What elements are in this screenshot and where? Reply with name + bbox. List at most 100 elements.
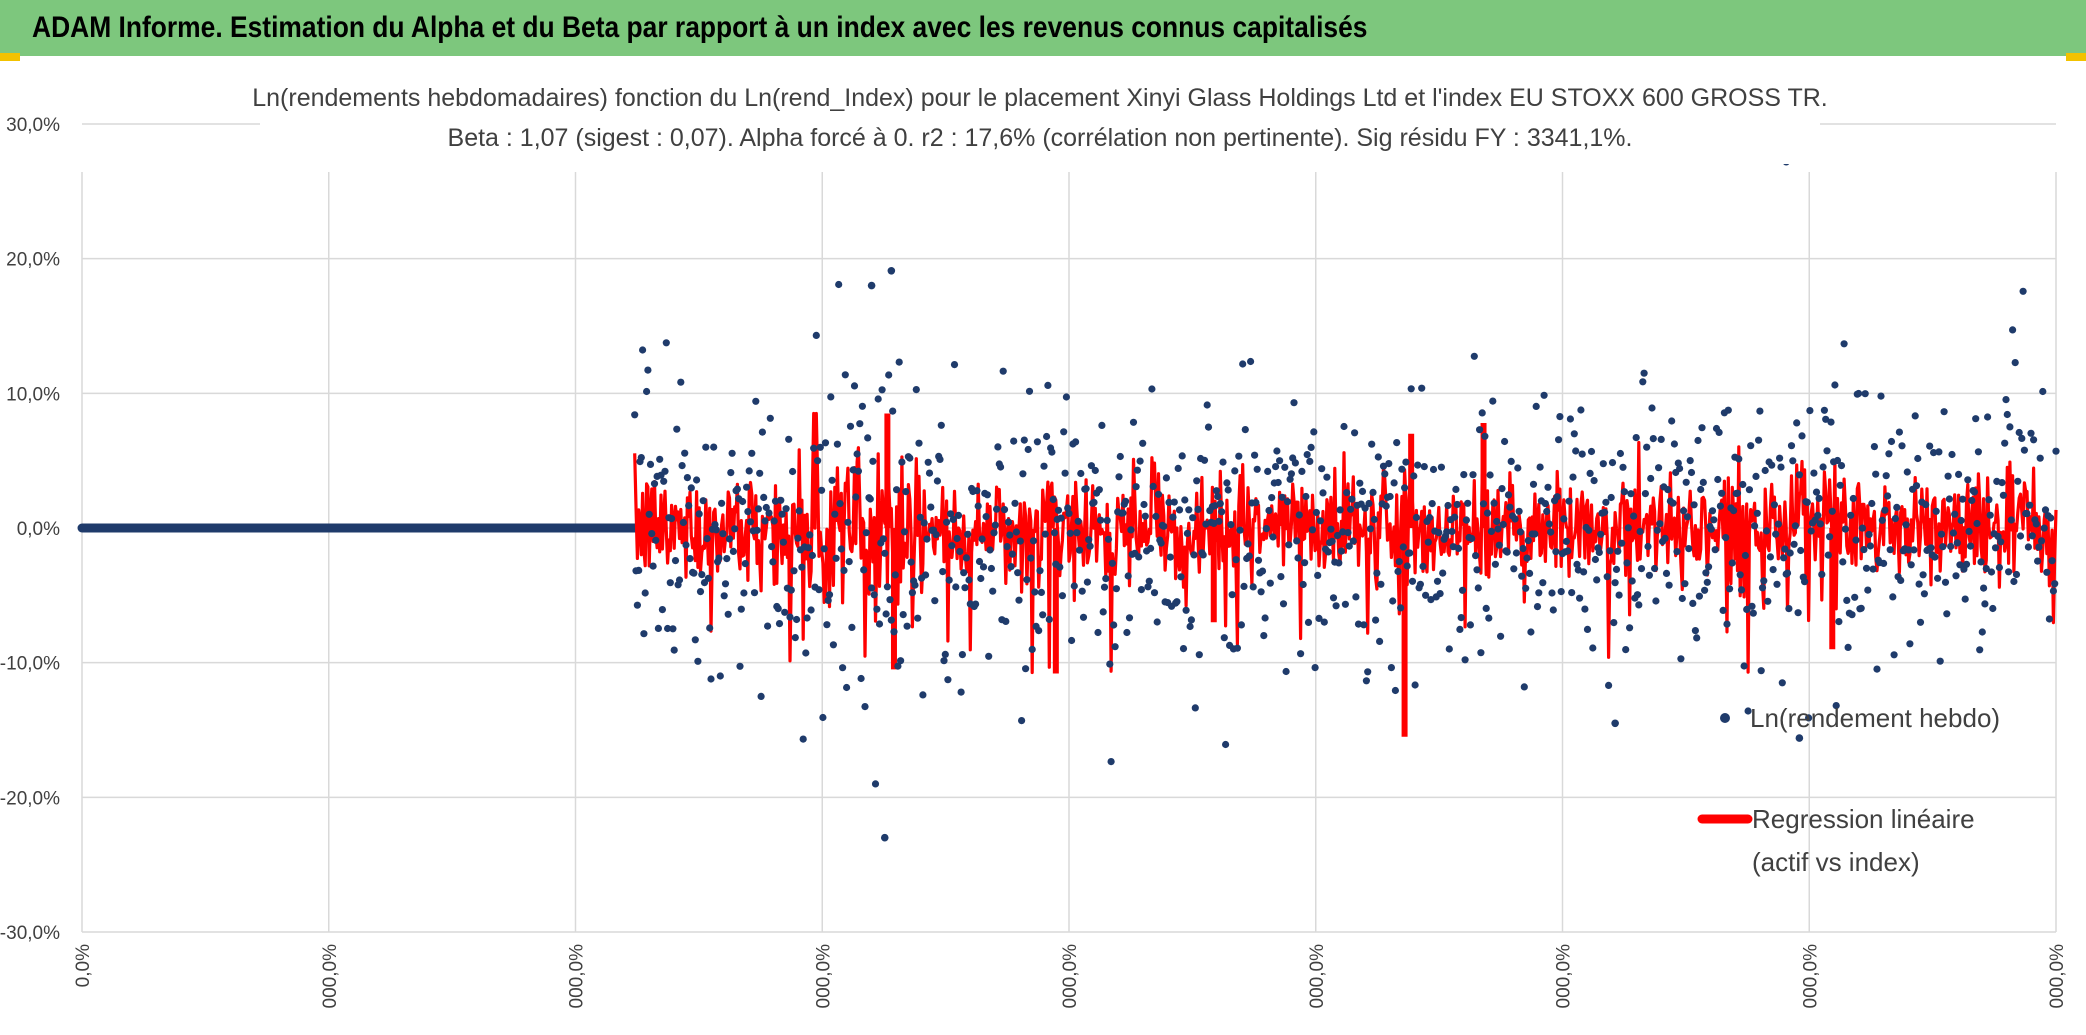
data-point	[1872, 470, 1880, 478]
data-point	[820, 545, 828, 553]
data-point	[633, 601, 642, 609]
data-point	[1941, 578, 1950, 586]
data-point	[1123, 628, 1131, 637]
data-point	[1283, 498, 1292, 506]
data-point	[1282, 667, 1290, 676]
data-point	[1611, 579, 1619, 587]
data-point	[1919, 571, 1927, 579]
data-point	[1812, 488, 1821, 496]
data-point	[1689, 599, 1697, 608]
data-point	[1976, 646, 1984, 654]
data-point	[1690, 501, 1698, 509]
data-point	[983, 491, 992, 499]
data-point	[2003, 410, 2011, 419]
data-point	[1257, 588, 1265, 596]
data-point	[698, 571, 706, 579]
data-point	[1749, 609, 1757, 617]
legend-marker-points	[1720, 713, 1730, 723]
data-point	[1703, 578, 1711, 586]
data-point	[1831, 381, 1839, 389]
data-point	[839, 664, 847, 672]
data-point	[1781, 545, 1789, 553]
data-point	[1855, 389, 1863, 398]
data-point	[1002, 617, 1010, 626]
data-point	[1185, 506, 1193, 514]
data-point	[1482, 604, 1490, 613]
data-point	[1132, 483, 1140, 491]
outlier-point	[887, 266, 896, 275]
data-point	[1231, 467, 1239, 475]
data-point	[1318, 465, 1326, 473]
data-point	[846, 422, 855, 430]
data-point	[1985, 496, 1993, 504]
data-point	[1019, 470, 1027, 478]
data-point	[1951, 510, 1959, 518]
data-point	[1962, 560, 1971, 568]
data-point	[1531, 530, 1539, 538]
data-point	[1102, 575, 1110, 583]
data-point	[1520, 683, 1528, 691]
data-point	[1398, 465, 1406, 473]
data-point	[1886, 546, 1894, 554]
data-point	[681, 449, 689, 457]
data-point	[1524, 537, 1532, 545]
data-point	[1501, 437, 1509, 446]
data-point	[1828, 507, 1836, 515]
data-point	[1865, 530, 1873, 539]
data-point	[1873, 665, 1881, 673]
data-point	[1285, 541, 1293, 549]
data-point	[1758, 584, 1767, 592]
data-point	[1549, 606, 1557, 614]
data-point	[1307, 443, 1315, 451]
data-point	[1079, 613, 1088, 621]
data-point	[724, 610, 732, 618]
data-point	[1369, 488, 1377, 496]
data-point	[806, 531, 814, 539]
data-point	[1129, 418, 1138, 426]
data-point	[1548, 589, 1556, 597]
data-point	[1657, 435, 1665, 443]
data-point	[1227, 521, 1235, 529]
data-point	[1882, 472, 1890, 480]
data-point	[964, 530, 972, 538]
data-point	[916, 513, 924, 521]
data-point	[819, 713, 827, 722]
data-point	[1608, 459, 1617, 467]
data-point	[1374, 453, 1382, 461]
data-point	[1301, 559, 1309, 567]
data-point	[661, 467, 669, 475]
data-point	[1249, 583, 1257, 591]
data-point	[793, 615, 801, 624]
data-point	[883, 583, 892, 591]
data-point	[1237, 621, 1245, 629]
data-point	[1698, 424, 1706, 432]
data-point	[1497, 632, 1505, 640]
data-point	[695, 510, 703, 518]
data-point	[1299, 580, 1307, 589]
data-point	[791, 634, 799, 642]
data-point	[1843, 596, 1851, 605]
data-point	[1757, 667, 1765, 675]
data-point	[1365, 499, 1373, 508]
data-point	[1479, 500, 1488, 508]
data-point	[1464, 499, 1472, 507]
data-point	[1162, 474, 1170, 482]
data-point	[1618, 539, 1626, 547]
data-point	[1723, 620, 1731, 628]
data-point	[1127, 526, 1135, 534]
data-point	[779, 538, 788, 546]
data-point	[1747, 442, 1755, 450]
data-point	[1036, 567, 1044, 575]
data-point	[682, 541, 690, 549]
data-point	[1510, 565, 1518, 573]
data-point	[2036, 454, 2044, 462]
data-point	[1793, 419, 1801, 427]
data-point	[1354, 620, 1363, 628]
data-point	[753, 526, 761, 534]
data-point	[1769, 566, 1777, 574]
data-point	[2045, 615, 2053, 623]
data-point	[1435, 529, 1443, 537]
data-point	[975, 557, 984, 566]
data-point	[1585, 526, 1593, 534]
data-point	[1048, 448, 1056, 456]
